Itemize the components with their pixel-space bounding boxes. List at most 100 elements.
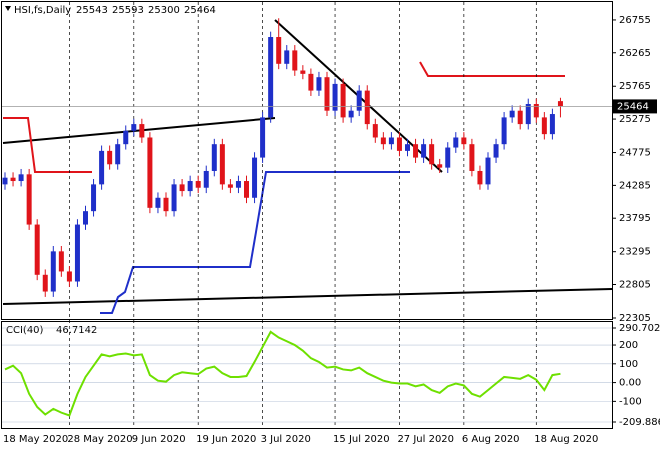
y-tick-label: 24775 bbox=[619, 148, 651, 159]
x-tick-label: 28 May 2020 bbox=[67, 434, 132, 445]
candle-body bbox=[276, 37, 282, 64]
cci-line bbox=[4, 330, 561, 417]
candle-body bbox=[66, 271, 72, 282]
x-tick-label: 6 Aug 2020 bbox=[462, 434, 520, 445]
candle-body bbox=[509, 110, 515, 118]
x-tick-label: 3 Jul 2020 bbox=[261, 434, 311, 445]
cci-panel bbox=[1, 321, 613, 429]
candle-body bbox=[324, 77, 330, 111]
candle-body bbox=[18, 174, 24, 182]
candle-body bbox=[348, 110, 354, 118]
candle-body bbox=[260, 117, 266, 158]
y-tick-label: 22305 bbox=[619, 313, 651, 324]
candle-body bbox=[396, 137, 402, 151]
candle-body bbox=[74, 224, 80, 282]
level-line bbox=[3, 117, 92, 173]
header-close: 25464 bbox=[184, 5, 216, 16]
candle-body bbox=[203, 170, 209, 188]
candle-body bbox=[58, 251, 64, 272]
trend-line bbox=[2, 117, 276, 144]
candle-body bbox=[493, 144, 499, 158]
candle-body bbox=[533, 103, 539, 118]
x-tick-label: 27 Jul 2020 bbox=[397, 434, 454, 445]
y-tick-label: 23795 bbox=[619, 213, 651, 224]
y-tick-label: 0.00 bbox=[619, 378, 641, 389]
candle-body bbox=[155, 197, 161, 208]
candle-body bbox=[445, 147, 451, 168]
candle-body bbox=[356, 90, 362, 111]
y-tick-label: 25275 bbox=[619, 114, 651, 125]
candle-body bbox=[179, 184, 185, 192]
x-tick-label: 18 May 2020 bbox=[3, 434, 68, 445]
candle-body bbox=[308, 73, 314, 91]
collapse-icon bbox=[5, 6, 11, 11]
header-high: 25593 bbox=[112, 5, 144, 16]
candle-body bbox=[219, 144, 225, 185]
candle-body bbox=[421, 144, 427, 158]
candle-body bbox=[2, 177, 8, 185]
candle-body bbox=[268, 37, 274, 118]
candle-body bbox=[332, 83, 338, 111]
candle-body bbox=[26, 174, 32, 225]
candle-body bbox=[42, 274, 48, 292]
candle-body bbox=[139, 124, 145, 138]
candle-body bbox=[107, 150, 113, 165]
candle-body bbox=[123, 130, 129, 145]
y-tick-label: -209.886 bbox=[619, 417, 660, 428]
candle-body bbox=[300, 70, 306, 74]
candle-body bbox=[501, 117, 507, 145]
y-tick-label: 290.7027 bbox=[619, 323, 660, 334]
cci-title: CCI(40) bbox=[6, 325, 44, 336]
price-tag-label: 25464 bbox=[617, 101, 649, 112]
candle-body bbox=[244, 181, 249, 198]
candle-body bbox=[211, 144, 217, 171]
y-tick-label: 200 bbox=[619, 340, 638, 351]
y-tick-label: 23295 bbox=[619, 247, 651, 258]
cci-value: 46.7142 bbox=[56, 325, 97, 336]
x-tick-label: 18 Aug 2020 bbox=[534, 434, 598, 445]
candle-body bbox=[147, 137, 153, 208]
price-panel bbox=[1, 1, 613, 320]
level-line bbox=[419, 61, 565, 77]
candle-body bbox=[388, 137, 394, 145]
candle-body bbox=[405, 144, 410, 151]
candle-body bbox=[163, 197, 169, 212]
candle-body bbox=[235, 181, 241, 188]
candle-body bbox=[453, 137, 459, 148]
candle-body bbox=[10, 177, 16, 182]
candle-body bbox=[131, 124, 137, 131]
candle-body bbox=[34, 224, 40, 275]
candle-body bbox=[372, 124, 378, 138]
x-tick-label: 9 Jun 2020 bbox=[132, 434, 186, 445]
overlays bbox=[2, 19, 613, 314]
candle-body bbox=[541, 117, 547, 135]
chart-title: HSI,fs,Daily bbox=[14, 5, 71, 16]
candle-body bbox=[557, 101, 563, 107]
candle-body bbox=[252, 157, 258, 198]
candle-body bbox=[380, 137, 386, 145]
y-tick-label: 24285 bbox=[619, 180, 651, 191]
candle-body bbox=[187, 181, 193, 192]
y-tick-label: 26755 bbox=[619, 15, 651, 26]
candle-body bbox=[195, 181, 201, 188]
candle-body bbox=[413, 144, 419, 158]
candle-body bbox=[517, 110, 523, 125]
y-tick-label: 22805 bbox=[619, 280, 651, 291]
candle-body bbox=[284, 50, 290, 64]
candle-body bbox=[99, 150, 105, 185]
y-tick-label: 100 bbox=[619, 359, 638, 370]
candle-body bbox=[364, 90, 370, 125]
candle-body bbox=[171, 184, 177, 212]
x-tick-label: 19 Jun 2020 bbox=[196, 434, 256, 445]
trend-line bbox=[2, 288, 613, 305]
header-low: 25300 bbox=[148, 5, 180, 16]
x-tick-label: 15 Jul 2020 bbox=[333, 434, 390, 445]
candle-body bbox=[437, 164, 443, 168]
candle-body bbox=[525, 103, 531, 125]
y-tick-label: 26265 bbox=[619, 48, 651, 59]
candle-body bbox=[485, 157, 491, 185]
candle-body bbox=[429, 144, 435, 165]
y-tick-label: 25765 bbox=[619, 81, 651, 92]
y-tick-label: -100 bbox=[619, 396, 642, 407]
candle-body bbox=[549, 114, 555, 135]
